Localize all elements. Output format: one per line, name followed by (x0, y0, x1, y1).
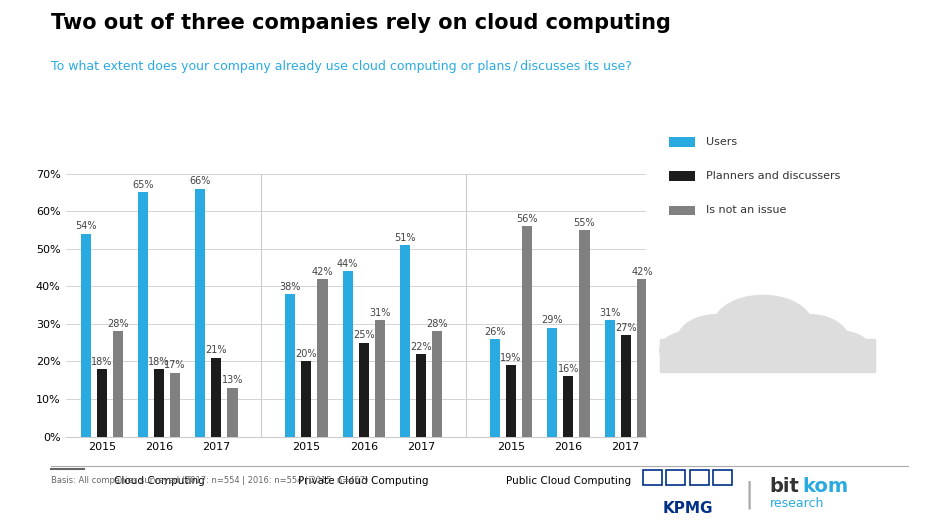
Text: 55%: 55% (574, 218, 595, 228)
Text: KPMG: KPMG (663, 501, 713, 516)
Text: Two out of three companies rely on cloud computing: Two out of three companies rely on cloud… (51, 13, 671, 33)
Bar (301, 361, 312, 437)
Polygon shape (660, 331, 723, 369)
Text: Planners and discussers: Planners and discussers (706, 171, 841, 181)
Text: 54%: 54% (75, 221, 96, 231)
Text: 13%: 13% (222, 376, 243, 386)
Text: 56%: 56% (517, 214, 538, 224)
Bar (605, 320, 615, 437)
Polygon shape (678, 315, 758, 364)
Text: 17%: 17% (165, 360, 186, 370)
Bar (170, 373, 180, 437)
Text: Users: Users (706, 137, 737, 147)
Bar (285, 294, 296, 437)
Bar (563, 377, 574, 437)
Text: 25%: 25% (353, 330, 374, 340)
Bar (548, 328, 557, 437)
Bar (522, 226, 533, 437)
Bar (138, 193, 148, 437)
Text: To what extent does your company already use cloud computing or plans / discusse: To what extent does your company already… (51, 60, 633, 74)
Text: 38%: 38% (280, 281, 301, 291)
FancyBboxPatch shape (666, 470, 685, 485)
Bar (196, 189, 205, 437)
Text: 18%: 18% (149, 357, 169, 367)
FancyBboxPatch shape (713, 470, 732, 485)
Bar (621, 335, 631, 437)
Bar (96, 369, 107, 437)
Text: 19%: 19% (501, 353, 521, 363)
Text: 42%: 42% (631, 267, 652, 277)
Text: 29%: 29% (542, 316, 563, 326)
Bar (80, 234, 91, 437)
Bar (432, 331, 442, 437)
Text: 31%: 31% (599, 308, 621, 318)
Text: 44%: 44% (337, 259, 358, 269)
Bar (154, 369, 164, 437)
Polygon shape (808, 331, 870, 369)
Text: Private Cloud Computing: Private Cloud Computing (299, 476, 429, 486)
FancyBboxPatch shape (643, 470, 662, 485)
Polygon shape (768, 315, 848, 364)
Text: 20%: 20% (296, 349, 317, 359)
Text: 16%: 16% (558, 364, 579, 374)
Bar (400, 245, 410, 437)
Text: 66%: 66% (190, 176, 211, 186)
Bar (358, 342, 369, 437)
Text: Cloud Computing: Cloud Computing (113, 476, 204, 486)
Text: Public Cloud Computing: Public Cloud Computing (505, 476, 631, 486)
Bar (490, 339, 500, 437)
Text: 18%: 18% (91, 357, 112, 367)
Bar (113, 331, 123, 437)
Bar (579, 230, 590, 437)
Bar (227, 388, 238, 437)
Bar (416, 354, 426, 437)
Text: 51%: 51% (394, 232, 416, 242)
Bar (506, 365, 516, 437)
Text: bit: bit (769, 477, 799, 496)
Text: Basis: All companies surveyed (2017: n=554 | 2016: n=554 | 2015: n=457): Basis: All companies surveyed (2017: n=5… (51, 476, 369, 485)
Text: research: research (769, 498, 824, 510)
Polygon shape (713, 296, 812, 356)
Text: 26%: 26% (484, 327, 505, 337)
FancyBboxPatch shape (690, 470, 709, 485)
Text: 65%: 65% (132, 180, 154, 190)
Polygon shape (660, 339, 875, 372)
Bar (212, 358, 222, 437)
Text: 28%: 28% (107, 319, 128, 329)
Text: 42%: 42% (312, 267, 333, 277)
Text: 21%: 21% (206, 346, 227, 356)
Text: Is not an issue: Is not an issue (706, 205, 786, 216)
Text: kom: kom (802, 477, 848, 496)
Text: |: | (744, 480, 753, 509)
Text: 27%: 27% (615, 323, 636, 333)
Bar (317, 279, 328, 437)
Text: 28%: 28% (427, 319, 448, 329)
Text: 22%: 22% (410, 342, 431, 352)
Bar (343, 271, 353, 437)
Bar (374, 320, 385, 437)
Text: 31%: 31% (369, 308, 390, 318)
Bar (636, 279, 647, 437)
